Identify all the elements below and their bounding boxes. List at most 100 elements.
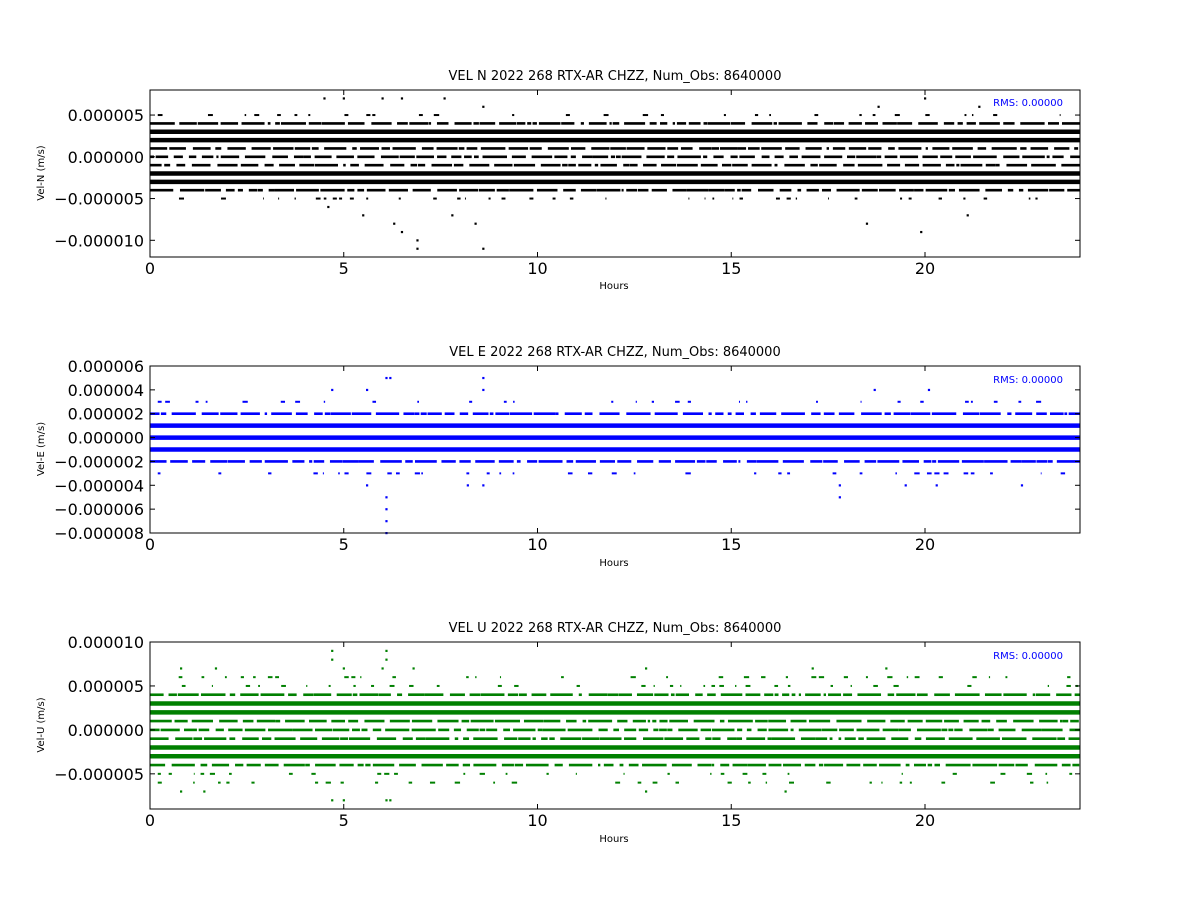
data-point-outlier: [327, 205, 330, 209]
data-point-outlier: [342, 667, 345, 670]
data-point-outlier: [784, 790, 787, 793]
data-point-outlier: [389, 799, 392, 802]
data-point-outlier: [180, 667, 183, 670]
chart-panel-east: VEL E 2022 268 RTX-AR CHZZ, Num_Obs: 864…: [36, 345, 1081, 569]
data-point-outlier: [482, 105, 485, 108]
data-point-outlier: [482, 484, 485, 487]
chart-title: VEL N 2022 268 RTX-AR CHZZ, Num_Obs: 864…: [449, 69, 782, 84]
x-tick-label: 10: [527, 811, 547, 830]
data-point-outlier: [865, 222, 869, 225]
y-tick-label: −0.000005: [54, 765, 144, 784]
data-point-outlier: [966, 214, 969, 217]
y-tick-label: −0.000010: [54, 231, 144, 250]
axes-layer: 0 5 10 15 20 −0.000010 −0.000005 0.000000 0.0000…: [54, 90, 1080, 278]
data-point-outlier: [385, 649, 388, 652]
data-point-outlier: [920, 230, 923, 234]
data-point-outlier: [385, 520, 388, 523]
y-tick-label: 0.000005: [68, 106, 144, 125]
y-tick-label: −0.000005: [54, 190, 144, 209]
x-axis-label: Hours: [599, 558, 628, 569]
data-point-outlier: [331, 658, 334, 661]
y-tick-label: 0.000005: [68, 677, 144, 696]
x-tick-label: 10: [527, 535, 547, 554]
chart-title: VEL U 2022 268 RTX-AR CHZZ, Num_Obs: 864…: [449, 621, 782, 636]
data-point-outlier: [331, 649, 334, 652]
x-tick-label: 10: [527, 259, 547, 278]
data-point-outlier: [389, 376, 392, 380]
data-points-layer: [150, 97, 1080, 250]
data-point-outlier: [214, 667, 218, 670]
data-point-outlier: [385, 376, 388, 380]
data-point-outlier: [645, 667, 648, 670]
data-point-outlier: [203, 790, 206, 793]
data-point-outlier: [482, 376, 485, 380]
plot-frame: [149, 89, 1081, 258]
data-point-outlier: [811, 667, 814, 670]
x-tick-label: 15: [721, 259, 741, 278]
y-tick-label: 0.000010: [68, 633, 144, 652]
data-points-layer: [150, 649, 1080, 802]
chart-panel-up: VEL U 2022 268 RTX-AR CHZZ, Num_Obs: 864…: [36, 621, 1081, 845]
axes-layer: 0 5 10 15 20 −0.000008 −0.000006 −0.000004 −0.00…: [54, 357, 1080, 554]
rms-label: RMS: 0.00000: [993, 651, 1063, 662]
data-points-layer: [150, 376, 1080, 535]
chart-title: VEL E 2022 268 RTX-AR CHZZ, Num_Obs: 864…: [449, 345, 780, 360]
y-axis-label: Vel-U (m/s): [36, 697, 47, 752]
y-tick-label: −0.000008: [54, 524, 144, 543]
x-tick-label: 5: [339, 535, 349, 554]
x-tick-label: 0: [145, 811, 155, 830]
y-tick-label: 0.000000: [68, 148, 144, 167]
data-point-outlier: [362, 214, 365, 217]
data-point-outlier: [482, 247, 485, 250]
data-point-outlier: [342, 97, 345, 100]
data-point-outlier: [838, 496, 841, 499]
data-point-outlier: [645, 790, 648, 793]
y-axis-label: Vel-E (m/s): [36, 422, 47, 476]
data-point-outlier: [474, 222, 477, 225]
data-point-outlier: [1020, 484, 1024, 487]
x-tick-label: 0: [145, 259, 155, 278]
data-point-outlier: [331, 799, 334, 802]
y-tick-label: 0.000006: [68, 357, 144, 376]
y-tick-label: 0.000000: [68, 429, 144, 448]
data-point-outlier: [838, 484, 841, 487]
data-point-outlier: [393, 222, 396, 225]
y-tick-label: −0.000002: [54, 452, 144, 471]
data-point-outlier: [400, 97, 404, 100]
data-point-outlier: [385, 799, 388, 802]
plot-frame: [149, 365, 1081, 534]
data-point-outlier: [342, 799, 345, 802]
data-point-outlier: [935, 484, 938, 487]
x-axis-label: Hours: [599, 281, 628, 292]
data-point-outlier: [331, 388, 334, 392]
data-point-outlier: [451, 214, 454, 217]
data-point-outlier: [482, 388, 485, 392]
x-tick-label: 0: [145, 535, 155, 554]
rms-label: RMS: 0.00000: [993, 375, 1063, 386]
data-point-outlier: [385, 658, 388, 661]
data-point-outlier: [885, 667, 888, 670]
data-point-outlier: [381, 97, 384, 100]
rms-label: RMS: 0.00000: [993, 98, 1063, 109]
y-tick-label: 0.000002: [68, 405, 144, 424]
data-point-outlier: [877, 105, 880, 108]
data-point-outlier: [412, 667, 415, 670]
x-tick-label: 5: [339, 811, 349, 830]
y-tick-label: 0.000004: [68, 381, 144, 400]
data-point-outlier: [180, 790, 183, 793]
data-point-outlier: [416, 247, 419, 250]
data-point-outlier: [323, 97, 326, 100]
y-axis-label: Vel-N (m/s): [36, 145, 47, 200]
data-point-outlier: [385, 496, 388, 499]
axes-layer: 0 5 10 15 20 −0.000005 0.000000 0.000005 0.00001…: [54, 633, 1080, 830]
x-tick-label: 20: [915, 535, 935, 554]
data-point-outlier: [381, 667, 384, 670]
data-point-outlier: [978, 105, 981, 108]
data-point-outlier: [400, 230, 404, 234]
data-point-outlier: [904, 484, 907, 487]
y-tick-label: −0.000004: [54, 476, 144, 495]
y-tick-label: 0.000000: [68, 721, 144, 740]
x-tick-label: 20: [915, 259, 935, 278]
data-point-outlier: [385, 508, 388, 511]
